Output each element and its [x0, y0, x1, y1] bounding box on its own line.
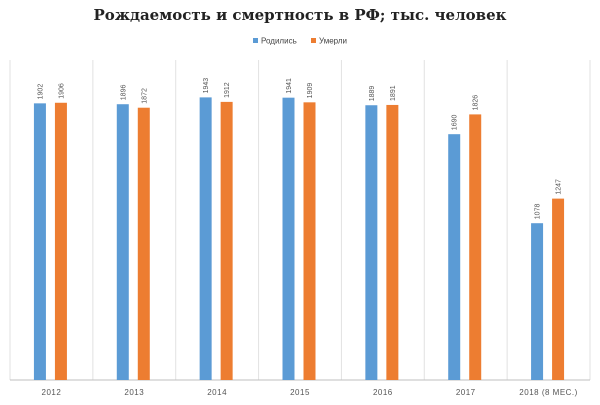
data-label: 1690: [452, 115, 459, 131]
data-label: 1247: [556, 179, 563, 195]
legend-label-born: Родились: [261, 36, 297, 46]
data-label: 1941: [286, 78, 293, 94]
data-label: 1906: [58, 83, 65, 99]
bar-died: [54, 102, 67, 380]
bar-died: [552, 198, 565, 380]
data-label: 1872: [141, 88, 148, 104]
bar-died: [303, 102, 316, 380]
bar-born: [365, 105, 378, 381]
data-label: 1078: [535, 204, 542, 220]
bar-died: [386, 104, 399, 380]
x-tick-label: 2016: [373, 388, 393, 397]
legend-swatch-born: [253, 38, 259, 44]
data-label: 1891: [390, 85, 397, 101]
x-tick-label: 2018 (8 МЕС.): [519, 388, 578, 397]
legend-swatch-died: [310, 38, 316, 44]
x-tick-label: 2013: [124, 388, 144, 397]
legend-item-born: Родились: [253, 36, 297, 45]
bar-born: [282, 97, 295, 380]
bar-born: [33, 103, 46, 380]
bar-born: [116, 104, 129, 380]
chart-title: Рождаемость и смертность в РФ; тыс. чело…: [93, 6, 507, 24]
data-label: 1909: [307, 83, 314, 99]
data-label: 1896: [120, 85, 127, 101]
bar-born: [199, 97, 212, 380]
data-label: 1943: [203, 78, 210, 94]
data-label: 1902: [37, 84, 44, 100]
data-label: 1826: [473, 95, 480, 111]
legend-label-died: Умерли: [318, 36, 347, 46]
bar-died: [220, 101, 233, 381]
bar-born: [531, 223, 544, 380]
x-tick-label: 2012: [42, 388, 62, 397]
x-tick-label: 2017: [456, 388, 476, 397]
legend-item-died: Умерли: [310, 36, 347, 46]
data-label: 1889: [369, 86, 376, 102]
bar-died: [137, 107, 150, 380]
x-tick-label: 2015: [290, 388, 310, 397]
data-label: 1912: [224, 82, 231, 98]
chart-legend: Родились Умерли: [0, 36, 600, 45]
x-tick-label: 2014: [207, 388, 227, 397]
bar-born: [448, 134, 461, 380]
bar-died: [469, 114, 482, 381]
